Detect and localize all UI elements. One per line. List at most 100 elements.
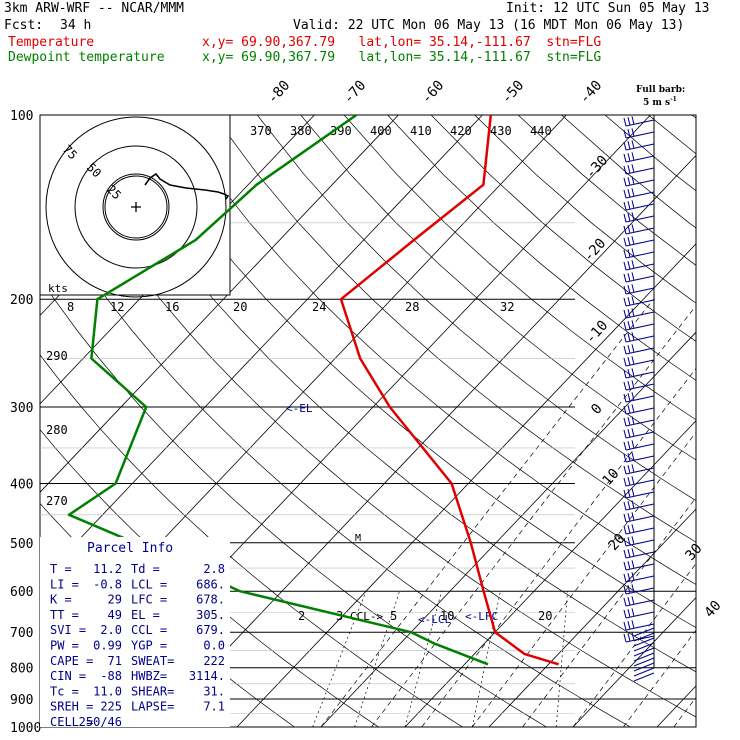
wind-barb-feather — [623, 165, 627, 175]
wind-barb-staff — [625, 227, 655, 235]
lcl-marker: <-LCL — [418, 613, 451, 626]
wind-barb-feather — [627, 381, 631, 390]
wind-barb-feather — [623, 261, 627, 271]
parcel-label: SHEAR= — [131, 684, 174, 698]
dry-adiabat-line — [343, 115, 696, 421]
isotherm-line — [572, 596, 696, 727]
parcel-value: 11.0 — [93, 684, 122, 698]
wind-barb-feather — [623, 417, 627, 427]
wind-barb-feather — [631, 428, 635, 437]
wind-barb-feather — [623, 525, 627, 535]
wind-barb-feather — [631, 260, 635, 269]
theta-label: 370 — [250, 124, 272, 138]
wind-barb-feather — [631, 584, 635, 593]
dry-adiabat-line — [691, 115, 696, 119]
wind-barb-feather — [627, 273, 631, 282]
wind-barb — [633, 637, 655, 647]
wind-barb-feather — [623, 357, 627, 367]
wind-barb-feather — [627, 141, 631, 150]
speed-scale-label: 32 — [500, 300, 514, 314]
wind-barb-feather — [627, 369, 631, 378]
wind-barb — [623, 524, 655, 535]
moist-adiabat-line — [371, 305, 696, 727]
wind-barb-feather — [627, 417, 631, 426]
wind-barb-feather — [627, 153, 631, 162]
wind-barb-feather — [627, 585, 631, 594]
wind-barb-feather — [627, 225, 631, 234]
parcel-value: 2.8 — [203, 562, 225, 576]
wind-barb — [623, 272, 655, 283]
wind-barb-feather — [627, 477, 631, 486]
isotherm-label: -40 — [577, 78, 606, 108]
wind-barb-staff — [625, 503, 655, 511]
wind-barb-feather — [631, 344, 635, 353]
wind-barb — [623, 140, 655, 151]
parcel-label: YGP = — [131, 639, 167, 653]
hodograph-origin-icon — [131, 202, 141, 212]
wind-barb — [633, 642, 655, 652]
wind-barb-feather — [623, 129, 627, 139]
wind-barb-feather — [631, 128, 635, 137]
wind-barb-feather — [623, 285, 627, 295]
wind-barb — [623, 404, 655, 415]
wind-barb-staff — [625, 215, 655, 223]
wind-barb-feather — [627, 249, 631, 258]
wind-barb-feather — [627, 633, 631, 642]
wind-barb — [623, 284, 655, 295]
wind-barb-feather — [631, 500, 635, 509]
wind-barb-staff — [625, 611, 655, 619]
isotherm-label: 10 — [599, 466, 622, 489]
wind-barb-feather — [627, 525, 631, 534]
wind-barb-staff — [625, 479, 655, 487]
wind-barb-feather — [623, 501, 627, 511]
wind-barb-staff — [625, 239, 655, 247]
mixing-ratio-line — [404, 591, 442, 727]
wind-barb-feather — [627, 297, 631, 306]
parcel-label: CIN = — [50, 669, 86, 683]
wind-barb-feather — [631, 164, 635, 173]
wind-barb-staff — [625, 383, 655, 391]
wind-barb — [623, 476, 655, 487]
hodograph-ring — [102, 173, 170, 241]
init-time: Init: 12 UTC Sun 05 May 13 — [506, 1, 710, 16]
wind-barb-feather — [631, 440, 635, 449]
wind-barb-feather — [631, 152, 635, 161]
hodograph-trace — [144, 172, 230, 200]
wind-barb-staff — [625, 203, 655, 211]
wind-barb-feather — [623, 465, 627, 475]
parcel-value: 0.99 — [93, 639, 122, 653]
parcel-value: 222 — [203, 654, 225, 668]
theta-label: 290 — [46, 349, 68, 363]
wind-barb-feather — [627, 393, 631, 402]
wind-barb-feather — [623, 441, 627, 451]
mixing-ratio-label: 5 — [390, 609, 397, 623]
wind-barb-feather — [627, 549, 631, 558]
moist-adiabat-line — [572, 563, 696, 727]
wind-barb-staff — [625, 467, 655, 475]
wind-barb — [623, 620, 655, 631]
parcel-label: Td = — [131, 562, 160, 576]
wind-barb-feather — [631, 476, 635, 485]
wind-barb — [623, 248, 655, 259]
wind-barb-staff — [625, 491, 655, 499]
wind-barb — [623, 128, 655, 139]
wind-barb-staff — [625, 155, 655, 163]
wind-barb-feather — [627, 441, 631, 450]
wind-barb — [623, 344, 655, 355]
pressure-tick-label: 500 — [10, 537, 33, 552]
speed-scale-label: 16 — [165, 300, 179, 314]
wind-barb-staff — [625, 527, 655, 535]
el-marker: <-EL — [286, 402, 313, 415]
parcel-label: HWBZ= — [131, 669, 167, 683]
wind-barb — [623, 116, 655, 127]
pressure-tick-label: 600 — [10, 585, 33, 600]
wind-barb-feather — [627, 237, 631, 246]
wind-barb-staff — [625, 251, 655, 259]
wind-barb-feather — [631, 536, 635, 545]
isotherm-label: 30 — [682, 541, 705, 564]
wind-barb — [623, 500, 655, 511]
wind-barb — [623, 308, 655, 319]
wind-barb-staff — [625, 263, 655, 271]
wind-barb-feather — [627, 597, 631, 606]
